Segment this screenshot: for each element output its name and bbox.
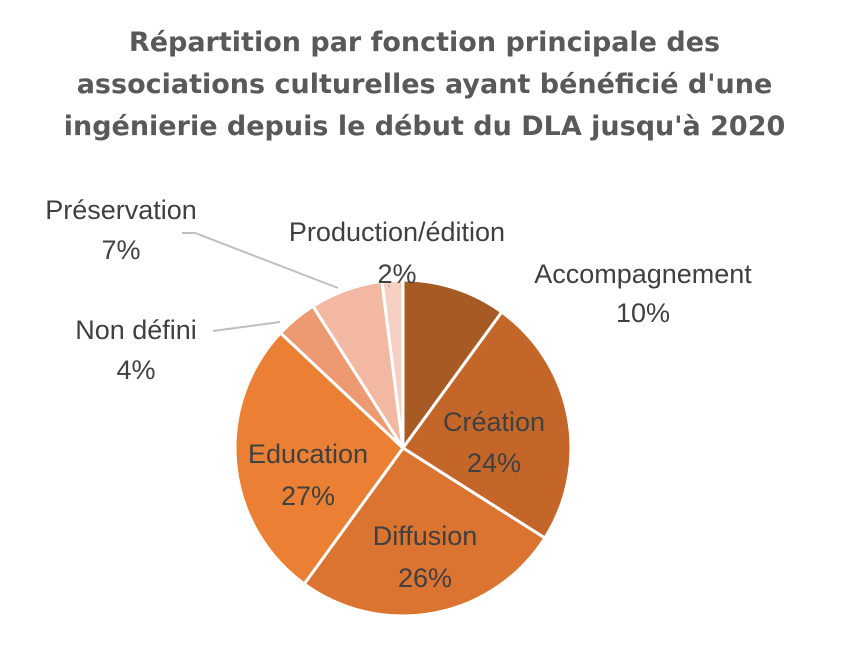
data-label-category-accompagnement: Accompagnement bbox=[534, 259, 752, 289]
data-label-category-preservation: Préservation bbox=[45, 195, 197, 225]
pie-slice-creation bbox=[401, 310, 573, 540]
data-labels: Accompagnement 10% Création 24% Diffusion 26%… bbox=[45, 195, 752, 593]
pie-slices bbox=[233, 278, 573, 618]
chart-title-line-3: ingénierie depuis le début du DLA jusqu'… bbox=[63, 111, 786, 142]
data-label-category-diffusion: Diffusion bbox=[373, 521, 478, 551]
data-label-percent-education: 27% bbox=[281, 481, 335, 511]
pie-slice-education bbox=[233, 331, 405, 586]
chart-title-line-1: Répartition par fonction principale des bbox=[128, 27, 721, 58]
leader-line-non-defini bbox=[212, 321, 281, 332]
leader-line-preservation bbox=[182, 232, 339, 289]
data-label-category-production-edition: Production/édition bbox=[289, 217, 505, 247]
data-label-percent-non-defini: 4% bbox=[116, 355, 155, 385]
pie-slice-production-edition bbox=[380, 278, 405, 450]
pie-slice-diffusion bbox=[302, 446, 547, 618]
data-label-percent-diffusion: 26% bbox=[398, 563, 452, 593]
data-label-percent-preservation: 7% bbox=[101, 235, 140, 265]
data-label-category-education: Education bbox=[248, 439, 368, 469]
data-label-percent-accompagnement: 10% bbox=[616, 298, 670, 328]
chart-title: Répartition par fonction principale des … bbox=[60, 22, 789, 148]
data-label-percent-creation: 24% bbox=[467, 448, 521, 478]
data-label-percent-production-edition: 2% bbox=[377, 259, 416, 289]
chart-title-line-2: associations culturelles ayant bénéficié… bbox=[76, 69, 773, 100]
pie-slice-accompagnement bbox=[401, 278, 504, 450]
leader-line-production-edition bbox=[387, 284, 391, 288]
data-label-category-non-defini: Non défini bbox=[75, 315, 197, 345]
data-label-category-creation: Création bbox=[443, 407, 545, 437]
